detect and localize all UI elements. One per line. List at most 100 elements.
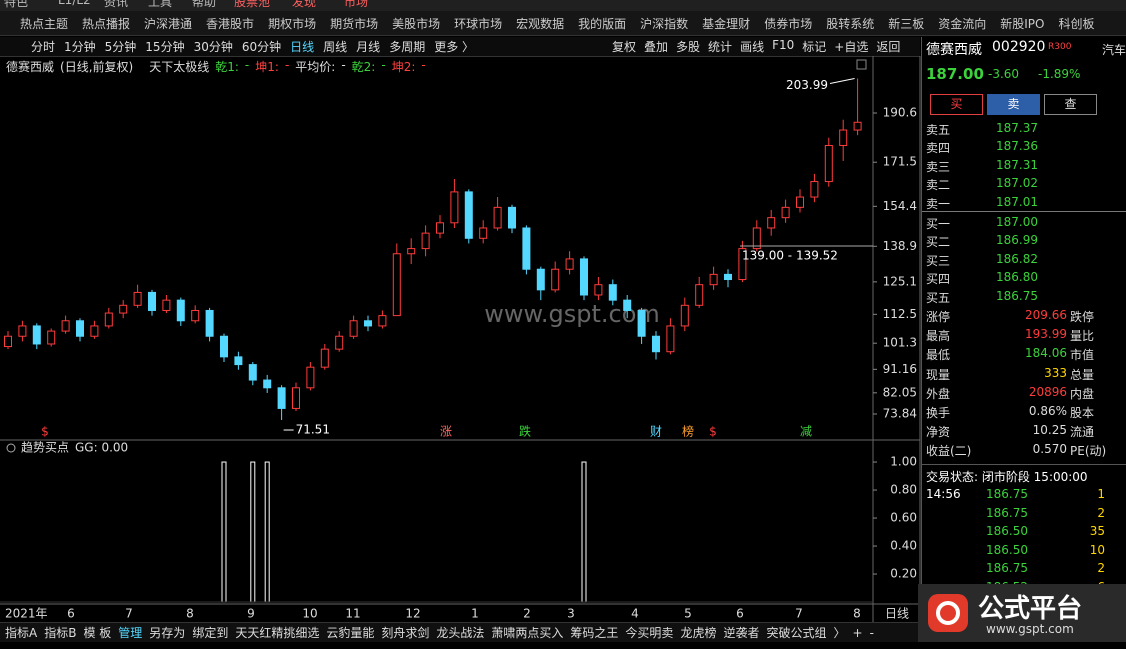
candle-body [364, 320, 372, 327]
period-button[interactable]: 5分钟 [104, 40, 137, 54]
bottom-tab[interactable]: 筹码之王 [570, 626, 619, 640]
nav-tab[interactable]: 香港股市 [206, 16, 255, 31]
bottom-tab[interactable]: + [852, 625, 863, 640]
bottom-tab[interactable]: 绑定到 [192, 626, 229, 640]
tool-button[interactable]: 复权 [612, 40, 637, 54]
event-marker: 涨 [440, 424, 452, 439]
menu-item[interactable]: L1/L2 [58, 0, 91, 7]
period-button[interactable]: 分时 [31, 40, 56, 54]
nav-tab[interactable]: 新股IPO [1000, 16, 1045, 31]
bottom-tab[interactable]: 今买明卖 [625, 626, 674, 640]
trade-button[interactable]: 买 [930, 94, 983, 115]
signal-spike [264, 461, 270, 603]
nav-tab[interactable]: 沪深指数 [640, 16, 689, 31]
bottom-tab[interactable]: 刻舟求剑 [381, 626, 430, 640]
trade-button[interactable]: 查 [1044, 94, 1097, 115]
period-button[interactable]: 15分钟 [145, 40, 185, 54]
tool-button[interactable]: +自选 [834, 40, 869, 54]
candle-body [378, 315, 387, 327]
bottom-tab[interactable]: 龙虎榜 [680, 626, 717, 640]
sector: 汽车 [1102, 43, 1126, 57]
bottom-tab[interactable]: 指标A [5, 626, 38, 640]
nav-tab[interactable]: 我的版面 [578, 16, 627, 31]
bottom-tab[interactable]: - [869, 625, 874, 640]
y-tick-label: 82.05 [883, 385, 917, 399]
stat-label: 内盘 [1070, 386, 1095, 401]
period-label: 日线 [885, 607, 909, 621]
candle-body [104, 312, 113, 327]
candle-body [220, 335, 228, 358]
period-button[interactable]: 日线 [290, 40, 315, 54]
period-button[interactable]: 更多 〉 [434, 40, 475, 54]
nav-tab[interactable]: 环球市场 [454, 16, 503, 31]
nav-tab[interactable]: 宏观数据 [516, 16, 565, 31]
menu-item[interactable]: 市场 [344, 0, 369, 9]
tool-button[interactable]: F10 [772, 38, 795, 52]
bottom-tab[interactable]: 指标B [44, 626, 77, 640]
tool-button[interactable]: 叠加 [644, 40, 669, 54]
nav-tab[interactable]: 科创板 [1058, 16, 1095, 31]
tool-button[interactable]: 返回 [876, 40, 901, 54]
menu-item[interactable]: 特色 [4, 0, 29, 9]
period-button[interactable]: 多周期 [389, 40, 426, 54]
candle-body [464, 191, 473, 239]
stat-value: 209.66 [1025, 308, 1067, 322]
nav-tab[interactable]: 期权市场 [268, 16, 317, 31]
candle-body [652, 335, 660, 353]
nav-tab[interactable]: 资金流向 [938, 16, 987, 31]
period-button[interactable]: 月线 [356, 40, 381, 54]
panel-toggle [6, 443, 16, 453]
bottom-tab[interactable]: 模 板 [83, 626, 112, 640]
bottom-tab[interactable]: 〉 [833, 626, 846, 640]
candle-body [637, 309, 646, 337]
bottom-tab[interactable]: 龙头战法 [436, 626, 485, 640]
menu-item[interactable]: 股票池 [234, 0, 271, 9]
bottom-tab[interactable]: 管理 [118, 626, 143, 640]
tick-price: 186.75 [986, 487, 1028, 501]
bottom-tab[interactable]: 萧啸两点买入 [491, 626, 564, 640]
nav-tab[interactable]: 美股市场 [392, 16, 441, 31]
stat-label: 跌停 [1070, 310, 1095, 324]
menu-item[interactable]: 发现 [292, 0, 317, 9]
x-tick-label: 8 [853, 607, 861, 621]
candle-body [493, 206, 502, 229]
nav-tab[interactable]: 热点主题 [20, 16, 69, 31]
candle-body [853, 121, 862, 131]
nav-tab[interactable]: 股转系统 [826, 16, 875, 31]
price-change: -3.60 [988, 67, 1020, 81]
nav-tab[interactable]: 热点播报 [82, 16, 131, 31]
bottom-tab[interactable]: 逆袭者 [723, 626, 760, 640]
tool-button[interactable]: 统计 [708, 40, 733, 54]
candle-body [148, 291, 156, 311]
tick-volume: 35 [1089, 524, 1105, 539]
signal-spike [250, 461, 256, 603]
nav-tab[interactable]: 期货市场 [330, 16, 379, 31]
menu-item[interactable]: 帮助 [192, 0, 217, 9]
nav-tab[interactable]: 沪深港通 [144, 16, 193, 31]
bottom-tab[interactable]: 突破公式组 [766, 626, 827, 640]
nav-tab[interactable]: 债券市场 [764, 16, 813, 31]
candle-body [47, 330, 56, 345]
candle-body [796, 196, 804, 208]
legend-value: - [421, 58, 426, 72]
bottom-tab[interactable]: 另存为 [149, 626, 186, 640]
period-button[interactable]: 60分钟 [241, 40, 282, 54]
bottom-tab[interactable]: 云豹量能 [326, 626, 375, 640]
menu-item[interactable]: 资讯 [104, 0, 129, 9]
period-button[interactable]: 30分钟 [193, 40, 233, 54]
candle-body [680, 304, 689, 327]
candle-body [824, 144, 833, 183]
tool-button[interactable]: 画线 [740, 40, 765, 54]
nav-tab[interactable]: 新三板 [888, 16, 925, 31]
tool-button[interactable]: 标记 [802, 40, 827, 54]
stat-label: 外盘 [926, 386, 951, 401]
menu-item[interactable]: 工具 [148, 0, 173, 9]
bottom-tab[interactable]: 天天红精挑细选 [235, 626, 320, 640]
chart-legend: 德赛西威 (日线,前复权) 天下太极线 乾1: - 坤1: - 平均价: - 乾2: - 坤2: - [6, 58, 426, 75]
tool-button[interactable]: 多股 [676, 40, 701, 54]
period-button[interactable]: 周线 [323, 40, 348, 54]
toolbar: 分时 1分钟 5分钟 15分钟 30分钟 60分钟 日线 周线 月线 多周期 更多 〉 复权 叠加 多股… [0, 37, 920, 57]
nav-tab[interactable]: 基金理财 [702, 16, 751, 31]
period-button[interactable]: 1分钟 [64, 40, 96, 54]
trade-button[interactable]: 卖 [987, 94, 1040, 115]
